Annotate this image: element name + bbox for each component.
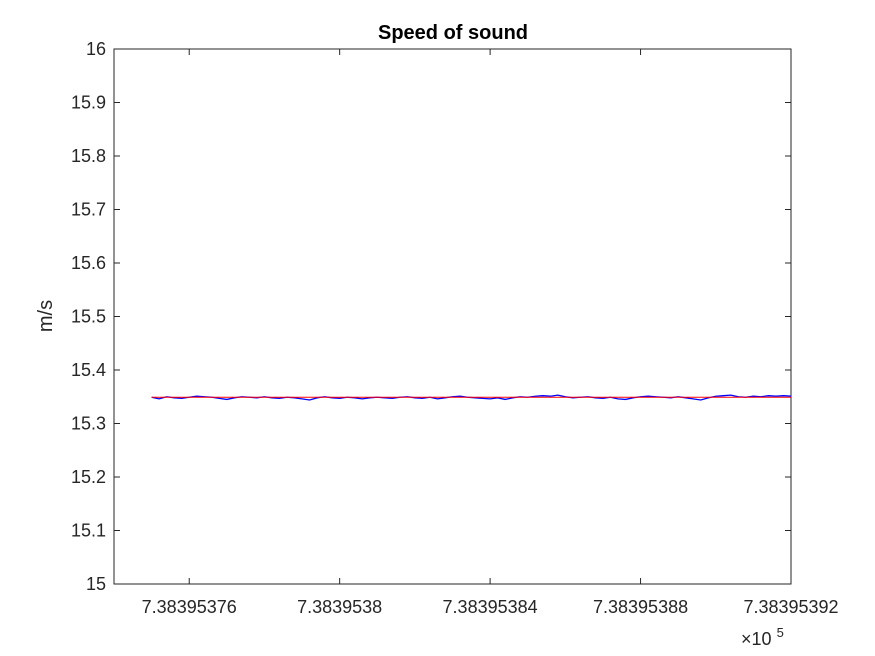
y-tick-label: 15.7 bbox=[71, 200, 106, 220]
y-tick-label: 15.5 bbox=[71, 307, 106, 327]
y-tick-label: 15.9 bbox=[71, 93, 106, 113]
series-group bbox=[151, 394, 791, 401]
y-tick-label: 15.1 bbox=[71, 521, 106, 541]
y-tick-label: 15.4 bbox=[71, 360, 106, 380]
plot-area bbox=[113, 48, 792, 585]
y-tick-label: 15 bbox=[86, 574, 106, 594]
x-tick-label: 7.38395376 bbox=[142, 597, 237, 617]
y-tick-label: 16 bbox=[86, 39, 106, 59]
x-exponent-label: ×10 5 bbox=[741, 625, 784, 649]
chart-title: Speed of sound bbox=[378, 22, 528, 44]
axes-box bbox=[113, 48, 792, 585]
x-tick-label: 7.3839538 bbox=[297, 597, 382, 617]
x-exponent-base: ×10 bbox=[741, 629, 772, 649]
x-tick-label: 7.38395392 bbox=[743, 597, 838, 617]
ticks: 15 15.1 15.2 15.3 15.4 15.5 15.6 15.7 15.8 15.9 16… bbox=[71, 39, 839, 617]
y-tick-label: 15.3 bbox=[71, 414, 106, 434]
x-tick-label: 7.38395388 bbox=[593, 597, 688, 617]
y-axis-label: m/s bbox=[35, 300, 57, 332]
y-tick-label: 15.6 bbox=[71, 253, 106, 273]
x-exponent-power: 5 bbox=[777, 625, 784, 640]
x-tick-label: 7.38395384 bbox=[443, 597, 538, 617]
y-tick-label: 15.2 bbox=[71, 467, 106, 487]
y-tick-label: 15.8 bbox=[71, 146, 106, 166]
